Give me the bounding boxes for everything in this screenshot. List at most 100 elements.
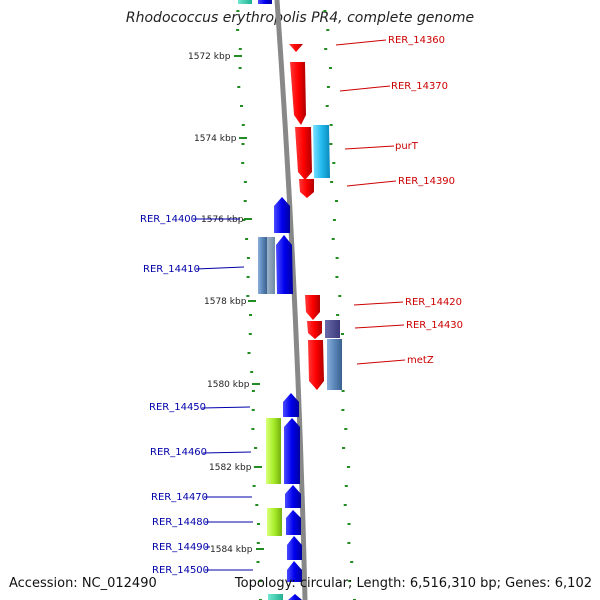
gc-dot — [256, 542, 260, 544]
gene-RER_14410[interactable] — [276, 235, 293, 294]
gc-dot — [335, 276, 339, 278]
scale-tick-label: 1578 kbp — [204, 297, 247, 307]
leader-line — [344, 145, 395, 150]
gc-dot — [341, 390, 345, 392]
gene-feature[interactable] — [238, 0, 252, 4]
gc-dot — [243, 200, 247, 202]
gc-dot — [256, 561, 260, 563]
gc-dot — [335, 257, 339, 259]
gene-RER_14420[interactable] — [305, 295, 320, 320]
gc-dot — [250, 371, 254, 373]
leader-line — [346, 180, 397, 187]
gc-dot — [331, 238, 335, 240]
gene-feature[interactable] — [327, 339, 342, 390]
gene-RER_14490[interactable] — [287, 536, 302, 560]
leader-line — [195, 266, 245, 270]
scale-ticks: 1572 kbp 1574 kbp 1576 kbp 1578 kbp 1580… — [188, 52, 264, 555]
gc-dot — [324, 48, 328, 50]
gene-feature[interactable] — [313, 125, 330, 178]
scale-tick-label: 1574 kbp — [194, 134, 237, 144]
gc-dot — [249, 314, 252, 316]
gc-dot — [341, 409, 345, 411]
scale-tick-label: 1582 kbp — [209, 463, 252, 473]
gene-RER_14360[interactable] — [289, 44, 303, 52]
gene-features — [238, 0, 342, 600]
gc-dot — [338, 295, 342, 297]
gc-dot — [329, 143, 333, 145]
gc-dot — [350, 561, 354, 563]
gene-feature[interactable] — [266, 418, 281, 484]
gc-dot — [237, 86, 241, 88]
gc-dot — [343, 504, 347, 506]
gc-dot — [238, 48, 242, 50]
leader-line — [202, 451, 252, 454]
gc-dot — [255, 504, 259, 506]
gene-label[interactable]: RER_14400 — [140, 214, 197, 225]
gene-label[interactable]: metZ — [407, 355, 434, 366]
gc-dot — [325, 105, 329, 107]
gene-feature[interactable] — [288, 594, 302, 600]
gene-RER_14480[interactable] — [286, 510, 301, 535]
gc-dot — [326, 86, 330, 88]
gc-dot — [252, 485, 256, 487]
gene-metZ[interactable] — [308, 340, 324, 390]
gene-RER_14370[interactable] — [290, 62, 306, 125]
gc-dot — [254, 447, 258, 449]
gc-dot — [336, 314, 340, 316]
gc-dot — [240, 105, 243, 107]
gene-RER_14500[interactable] — [287, 561, 302, 582]
gene-RER_14450[interactable] — [283, 393, 299, 417]
gene-label[interactable]: RER_14460 — [150, 447, 207, 458]
gene-label[interactable]: RER_14430 — [406, 320, 463, 331]
gc-dot — [332, 219, 336, 221]
gene-label[interactable]: RER_14390 — [398, 176, 455, 187]
scale-tick-label: 1584 kbp — [210, 545, 253, 555]
gene-label[interactable]: RER_14470 — [151, 492, 208, 503]
gene-feature[interactable] — [258, 0, 272, 4]
gene-RER_14470[interactable] — [285, 485, 301, 508]
gene-label[interactable]: RER_14500 — [152, 565, 209, 576]
reverse-gene-labels: RER_14400 RER_14410 RER_14450 RER_14460 … — [140, 214, 253, 576]
gc-dot — [241, 124, 245, 126]
gene-label[interactable]: RER_14420 — [405, 297, 462, 308]
gene-label[interactable]: RER_14480 — [152, 517, 209, 528]
gc-dot — [246, 276, 250, 278]
gc-dot — [347, 466, 350, 468]
gc-dot — [323, 10, 327, 12]
gc-dot — [236, 29, 240, 31]
gene-RER_14390[interactable] — [299, 179, 314, 198]
gene-RER_14430[interactable] — [307, 321, 322, 339]
leader-line — [354, 324, 405, 329]
gene-feature[interactable] — [268, 594, 283, 600]
gene-feature[interactable] — [325, 320, 340, 338]
gene-label[interactable]: RER_14370 — [391, 81, 448, 92]
gc-dot — [246, 257, 250, 259]
gene-label[interactable]: RER_14490 — [152, 542, 209, 553]
gene-feature[interactable] — [258, 237, 267, 294]
gene-feature[interactable] — [267, 508, 282, 536]
gc-dot — [248, 333, 252, 335]
gc-dot — [342, 447, 346, 449]
gc-dot — [326, 29, 330, 31]
leader-line — [335, 39, 387, 46]
gene-label[interactable]: RER_14450 — [149, 402, 206, 413]
gc-dot — [330, 181, 334, 183]
gene-label[interactable]: purT — [395, 141, 419, 152]
gc-dot — [341, 333, 344, 335]
gene-purT[interactable] — [295, 127, 312, 180]
gc-dot — [257, 523, 260, 525]
gc-dot — [247, 352, 251, 354]
gc-dot — [242, 219, 246, 221]
gene-RER_14400[interactable] — [274, 197, 290, 233]
gc-dot — [241, 162, 245, 164]
genome-title: Rhodococcus erythropolis PR4, complete g… — [125, 10, 475, 26]
gc-dot — [348, 580, 352, 582]
accession-text: Accession: NC_012490 — [9, 576, 157, 591]
gene-label[interactable]: RER_14410 — [143, 264, 200, 275]
gc-dot — [347, 523, 351, 525]
scale-tick-label: 1572 kbp — [188, 52, 231, 62]
gene-RER_14460[interactable] — [284, 418, 300, 484]
gene-label[interactable]: RER_14360 — [388, 35, 445, 46]
gc-dot — [344, 485, 348, 487]
